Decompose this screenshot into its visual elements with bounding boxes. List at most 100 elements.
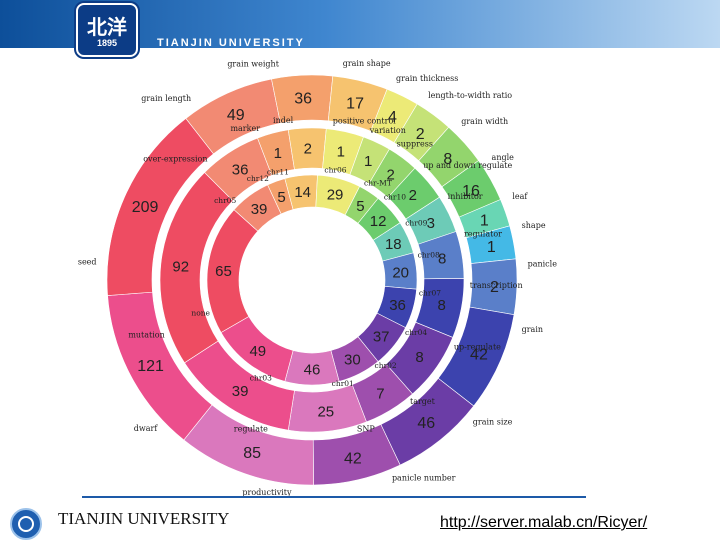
ring-middle-value: 2 (387, 166, 395, 183)
ring-outer-label: shape (522, 221, 546, 230)
ring-middle-value: 2 (304, 140, 312, 157)
ring-outer-label: seed (78, 258, 97, 267)
ring-inner-label: chr06 (324, 166, 346, 175)
ring-middle-value: 2 (409, 187, 417, 204)
footer (0, 498, 720, 540)
ring-outer-value: 2 (416, 126, 425, 143)
ring-middle-label: SNP (357, 424, 375, 433)
ring-outer-value: 36 (294, 90, 312, 107)
ring-outer-label: grain size (473, 417, 513, 426)
ring-inner-label: chr03 (250, 373, 272, 382)
ring-outer-value: 46 (417, 415, 435, 432)
ring-inner-value: 46 (304, 361, 321, 378)
ring-middle-value: 8 (438, 250, 446, 267)
ring-inner-value: 14 (294, 184, 311, 201)
ring-outer-value: 42 (344, 451, 362, 468)
ring-middle-value: 1 (274, 145, 282, 162)
ring-outer-label: productivity (242, 488, 292, 497)
ring-inner-value: 49 (249, 343, 266, 360)
ring-inner-label: chr09 (405, 219, 427, 228)
ring-outer-label: panicle number (392, 474, 456, 483)
university-logo: 北洋 1895 (76, 3, 138, 57)
ring-inner-segment (206, 209, 259, 333)
ring-middle-label: mutation (128, 330, 164, 339)
ring-outer-value: 1 (487, 239, 496, 256)
header-title: TIANJIN UNIVERSITY (157, 37, 305, 49)
ring-outer-label: grain width (461, 117, 508, 126)
ring-outer-value: 121 (137, 358, 164, 375)
ring-inner-value: 29 (327, 186, 344, 203)
logo-text: 北洋 (87, 15, 127, 39)
ring-outer-value: 8 (443, 151, 452, 168)
ring-inner-label: chr04 (405, 328, 427, 337)
ring-middle-value: 8 (437, 297, 445, 314)
ring-inner-value: 37 (373, 328, 390, 345)
ring-middle-label: variation (369, 126, 406, 135)
logo-year: 1895 (96, 38, 118, 48)
ring-inner-value: 30 (344, 352, 361, 369)
ring-inner-label: chr12 (247, 174, 269, 183)
ring-inner-label: chr10 (384, 192, 406, 201)
ring-middle-value: 3 (427, 215, 435, 232)
ring-middle-value: 92 (172, 259, 189, 276)
ring-outer-label: grain length (141, 94, 191, 103)
ring-middle-label: target (410, 397, 436, 406)
ring-inner-value: 36 (389, 297, 406, 314)
ring-outer-value: 209 (132, 199, 159, 216)
ring-middle-label: up and down regulate (423, 161, 512, 170)
ring-outer-label: length-to-width ratio (428, 91, 512, 100)
ring-middle-value: 8 (415, 349, 423, 366)
ring-middle-label: regulator (464, 230, 502, 239)
ring-inner-label: chr05 (214, 196, 236, 205)
ring-inner-label: chr01 (332, 379, 354, 388)
ring-outer-value: 42 (470, 346, 488, 363)
ring-outer-label: grain shape (343, 59, 391, 68)
ring-inner-value: 18 (385, 236, 402, 253)
ring-outer-label: grain (522, 325, 543, 334)
ring-middle-value: 7 (376, 385, 384, 402)
ring-inner-value: 12 (370, 213, 387, 230)
ring-middle-segment (159, 172, 234, 364)
ring-inner-label: none (191, 309, 210, 318)
ring-inner-value: 5 (356, 198, 364, 215)
ring-outer-label: leaf (512, 192, 528, 201)
ring-inner-label: chr-MT (364, 178, 392, 187)
ring-middle-label: regulate (234, 425, 268, 434)
ring-middle-label: marker (230, 124, 260, 133)
ring-outer-value: 49 (227, 107, 245, 124)
ring-outer-value: 4 (388, 109, 397, 126)
ring-inner-value: 39 (251, 201, 268, 218)
ring-outer-label: dwarf (134, 424, 159, 433)
ring-middle-label: indel (273, 116, 294, 125)
ring-inner-label: chr08 (418, 251, 440, 260)
ring-inner-value: 5 (277, 189, 285, 206)
ring-inner-value: 20 (392, 265, 409, 282)
university-seal-icon (10, 508, 42, 540)
ring-middle-value: 25 (317, 404, 334, 421)
ring-middle-value: 39 (232, 383, 249, 400)
ring-outer-value: 2 (490, 279, 499, 296)
ring-inner-label: chr11 (267, 167, 289, 176)
ring-outer-label: grain weight (227, 60, 279, 69)
ring-middle-label: inhibitor (448, 192, 483, 201)
ring-middle-value: 1 (364, 153, 372, 170)
ring-outer-value: 85 (243, 445, 261, 462)
ring-middle-label: positive control (333, 116, 396, 125)
ring-middle-value: 1 (337, 144, 345, 161)
ring-outer-label: grain thickness (396, 74, 458, 83)
ring-inner-label: chr02 (375, 361, 397, 370)
ring-middle-label: transcription (470, 281, 523, 290)
ring-outer-value: 16 (462, 183, 480, 200)
ring-middle-label: up-regulate (454, 343, 501, 352)
ring-middle-value: 36 (232, 162, 249, 179)
ring-middle-label: over-expression (143, 154, 207, 163)
ring-outer-value: 17 (346, 95, 364, 112)
ring-outer-label: panicle (528, 260, 558, 269)
ring-outer-segment (106, 118, 214, 296)
footer-url-link[interactable]: http://server.malab.cn/Ricyer/ (440, 514, 648, 531)
ring-middle-label: suppress (397, 140, 433, 149)
ring-outer-value: 1 (480, 213, 489, 230)
ring-inner-label: chr07 (419, 289, 441, 298)
ring-outer-label: angle (492, 153, 515, 162)
